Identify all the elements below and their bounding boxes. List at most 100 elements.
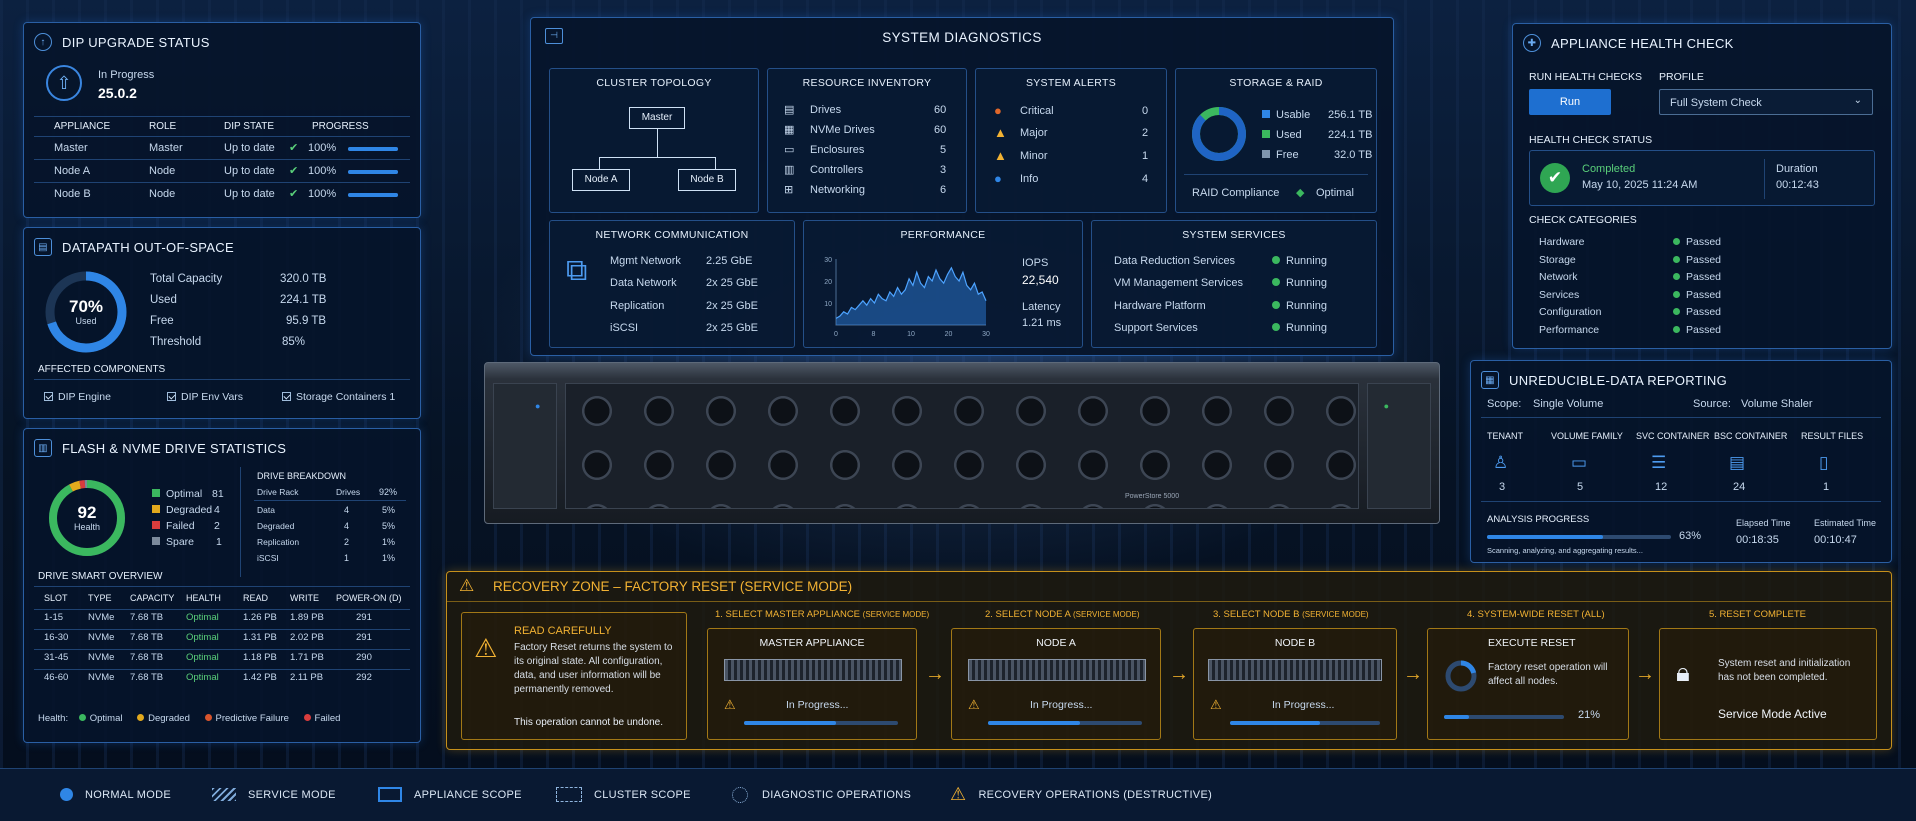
recovery-zone-panel: ⚠ RECOVERY ZONE – FACTORY RESET (SERVICE… — [446, 571, 1892, 750]
file-icon: ▯ — [1819, 453, 1829, 472]
raid-ok-icon: ◆ — [1296, 187, 1305, 199]
cluster-scope-icon — [556, 787, 582, 802]
lock-icon: 🔒︎ — [1676, 657, 1690, 687]
health-title: APPLIANCE HEALTH CHECK — [1551, 35, 1734, 51]
health-legend: Health: Optimal Degraded Predictive Fail… — [38, 713, 341, 724]
step-master-appliance[interactable]: MASTER APPLIANCE ⚠ In Progress... — [707, 628, 917, 740]
power-led-icon: ● — [535, 401, 541, 411]
step4-progress — [1444, 715, 1564, 719]
check-icon: ✔ — [289, 142, 299, 154]
check-icon: ✔ — [289, 188, 299, 200]
health-check-panel: ✚ APPLIANCE HEALTH CHECK RUN HEALTH CHECK… — [1512, 23, 1892, 349]
performance-chart: 30 20 10 0 8 10 20 30 — [824, 257, 990, 338]
health-status-box: ✔ Completed May 10, 2025 11:24 AM Durati… — [1529, 150, 1875, 206]
profile-select[interactable]: Full System Check ⌄ — [1659, 89, 1873, 115]
enclosure-icon: ▭ — [784, 144, 795, 156]
server-icon — [724, 659, 902, 681]
progress-bar — [348, 193, 398, 197]
arrow-right-icon: → — [1169, 663, 1189, 685]
dip-panel-title: ↑ DIP UPGRADE STATUS — [34, 33, 210, 51]
datapath-pct: 70% — [68, 297, 104, 316]
report-icon: ▦ — [1481, 371, 1499, 389]
dip-state: In Progress — [98, 69, 155, 81]
server-icon — [968, 659, 1146, 681]
major-warning-icon: ▲ — [994, 125, 1007, 140]
affected-title: AFFECTED COMPONENTS — [38, 364, 166, 375]
affected-dip-engine[interactable]: DIP Engine — [44, 391, 111, 403]
unred-title: UNREDUCIBLE-DATA REPORTING — [1509, 372, 1727, 388]
legend-bar — [0, 768, 1916, 821]
chevron-down-icon: ⌄ — [1853, 95, 1862, 106]
server-appliance-image: ● ● PowerStore 5000 — [484, 362, 1440, 524]
critical-icon: ● — [994, 103, 1002, 118]
step-node-a[interactable]: NODE A ⚠ In Progress... — [951, 628, 1161, 740]
read-carefully-box: ⚠ READ CAREFULLY Factory Reset returns t… — [461, 612, 687, 740]
warning-icon: ⚠ — [1210, 697, 1222, 712]
warning-icon: ⚠ — [724, 697, 736, 712]
legend-service-mode: SERVICE MODE — [212, 768, 336, 821]
diagnostics-title: SYSTEM DIAGNOSTICS — [882, 30, 1042, 45]
x-tick-label: 30 — [982, 331, 990, 338]
affected-dip-env[interactable]: DIP Env Vars — [167, 391, 243, 403]
health-slice-spare — [49, 480, 125, 556]
datapath-donut — [45, 271, 127, 353]
step-node-b[interactable]: NODE B ⚠ In Progress... — [1193, 628, 1397, 740]
checkbox-icon — [167, 392, 176, 401]
dip-col-progress: PROGRESS — [312, 121, 369, 132]
topology-node-a[interactable]: Node A — [572, 169, 630, 191]
server-brand: PowerStore 5000 — [1125, 493, 1180, 500]
checkbox-icon — [282, 392, 291, 401]
upgrade-arrow-icon: ⇧ — [46, 65, 82, 101]
storage-donut — [1192, 107, 1246, 161]
server-bezel — [565, 383, 1359, 509]
dip-col-appliance: APPLIANCE — [54, 121, 111, 132]
reset-progress-ring — [1445, 660, 1477, 692]
run-button[interactable]: Run — [1529, 89, 1611, 115]
server-left-ear — [493, 383, 557, 509]
step1-progress — [744, 721, 898, 725]
step-execute-reset[interactable]: EXECUTE RESET Factory reset operation wi… — [1427, 628, 1629, 740]
dip-upgrade-panel: ↑ DIP UPGRADE STATUS ⇧ In Progress 25.0.2… — [23, 22, 421, 218]
health-label: Health — [73, 522, 100, 532]
topology-master-node[interactable]: Master — [629, 107, 685, 129]
server-icon — [1208, 659, 1382, 681]
controller-icon: ▥ — [784, 164, 795, 176]
arrow-right-icon: → — [1403, 663, 1423, 685]
chart-icon: ▥ — [34, 439, 52, 457]
datapath-title: DATAPATH OUT-OF-SPACE — [62, 239, 234, 255]
health-score: 92 — [77, 503, 97, 522]
arrow-right-icon: → — [1635, 663, 1655, 685]
x-tick-label: 10 — [907, 331, 915, 338]
folder-icon: ▭ — [1571, 453, 1588, 472]
progress-bar — [348, 170, 398, 174]
x-tick-label: 0 — [834, 331, 838, 338]
tenant-icon: ♙ — [1493, 453, 1509, 472]
iops-area — [836, 267, 986, 325]
drive-icon: ▤ — [784, 104, 795, 116]
unreducible-panel: ▦ UNREDUCIBLE-DATA REPORTING Scope: Single… — [1470, 360, 1892, 563]
affected-storage-containers[interactable]: Storage Containers 1 — [282, 391, 395, 403]
diagnostics-icon: ⊣ — [545, 28, 563, 44]
cluster-topology: CLUSTER TOPOLOGY Master Node A Node B — [549, 68, 759, 213]
breakdown-title: DRIVE BREAKDOWN — [257, 471, 347, 481]
health-icon: ✚ — [1523, 34, 1541, 52]
legend-normal-mode: NORMAL MODE — [60, 768, 171, 821]
health-donut — [49, 480, 125, 556]
step3-progress — [1230, 721, 1380, 725]
topology-node-b[interactable]: Node B — [678, 169, 736, 191]
system-services: SYSTEM SERVICES Data Reduction Services R… — [1091, 220, 1377, 348]
resource-inventory: RESOURCE INVENTORY ▤ Drives 60 ▦ NVMe Drive… — [767, 68, 967, 213]
analysis-progress — [1487, 535, 1671, 539]
dip-title-text: DIP UPGRADE STATUS — [62, 34, 210, 50]
x-tick-label: 20 — [945, 331, 953, 338]
dip-col-role: ROLE — [149, 121, 177, 132]
normal-mode-icon — [60, 788, 73, 801]
service-mode-icon — [212, 788, 236, 801]
datapath-pct-label: Used — [75, 316, 97, 326]
y-tick-label: 10 — [824, 301, 832, 308]
legend-recovery-ops: ⚠ RECOVERY OPERATIONS (DESTRUCTIVE) — [950, 784, 1213, 804]
network-icon: ⊞ — [784, 184, 794, 196]
dip-version: 25.0.2 — [98, 85, 137, 101]
minor-warning-icon: ▲ — [994, 148, 1007, 163]
check-icon: ✔ — [289, 165, 299, 177]
